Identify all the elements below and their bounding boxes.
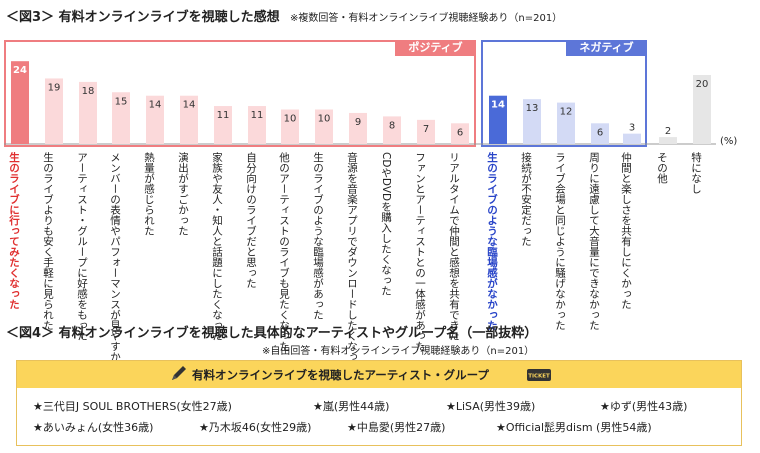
bar-value-label: 19 bbox=[48, 82, 61, 93]
bar bbox=[180, 95, 198, 144]
positive-group-label: ポジティブ bbox=[395, 40, 476, 56]
artist-item: ★あいみょん(女性36歳) bbox=[33, 421, 154, 434]
bar-value-label: 10 bbox=[284, 114, 297, 125]
bar bbox=[281, 109, 299, 144]
bar bbox=[557, 102, 575, 144]
category-label: 生のライブよりも安く手軽に見られた bbox=[42, 152, 54, 331]
category-label: 生のライブのような臨場感があった bbox=[312, 152, 324, 320]
artist-item: ★乃木坂46(女性29歳) bbox=[199, 421, 312, 434]
bar-value-label: 15 bbox=[115, 96, 128, 107]
bar bbox=[417, 119, 435, 144]
fig3-note: ※複数回答・有料オンラインライブ視聴経験あり（n=201） bbox=[290, 13, 563, 24]
pencil-icon bbox=[172, 366, 186, 380]
unit-label: (%) bbox=[720, 136, 738, 147]
artist-panel-title: 有料オンラインライブを視聴したアーティスト・グループ bbox=[192, 368, 489, 382]
bar bbox=[591, 123, 609, 144]
bar-value-label: 10 bbox=[318, 114, 331, 125]
category-label: 特になし bbox=[690, 152, 702, 194]
bar bbox=[79, 81, 97, 144]
category-label: 音源を音楽アプリでダウンロードしたくなった bbox=[346, 152, 358, 373]
category-label: ライブ会場と同じように騒げなかった bbox=[554, 152, 566, 331]
positive-group-box bbox=[4, 40, 476, 147]
bar-value-label: 2 bbox=[665, 126, 671, 137]
bar-value-label: 18 bbox=[82, 86, 95, 97]
bar-value-label: 8 bbox=[389, 120, 395, 131]
category-label: 接続が不安定だった bbox=[520, 152, 532, 247]
artist-item: ★嵐(男性44歳) bbox=[313, 400, 390, 413]
bar-value-label: 11 bbox=[251, 110, 264, 121]
category-label: 熱量が感じられた bbox=[143, 152, 155, 236]
category-label: その他 bbox=[656, 152, 668, 184]
category-label: 周りに遠慮して大音量にできなかった bbox=[588, 152, 600, 331]
bar-value-label: 13 bbox=[526, 103, 539, 114]
bar bbox=[315, 109, 333, 144]
bar bbox=[623, 133, 641, 144]
fig3-title: ＜図3＞ 有料オンラインライブを視聴した感想 bbox=[6, 10, 280, 25]
bar bbox=[383, 116, 401, 144]
bar-value-label: 9 bbox=[355, 117, 361, 128]
bar-value-label: 14 bbox=[149, 100, 162, 111]
bar bbox=[146, 95, 164, 144]
bar bbox=[214, 106, 232, 144]
bar bbox=[349, 112, 367, 144]
artist-panel-header: 有料オンラインライブを視聴したアーティスト・グループ TICKET bbox=[17, 361, 741, 388]
artist-panel: 有料オンラインライブを視聴したアーティスト・グループ TICKET ★三代目J … bbox=[16, 360, 742, 446]
artist-item: ★LiSA(男性39歳) bbox=[446, 400, 536, 413]
category-label: 他のアーティストのライブも見たくなった bbox=[278, 152, 290, 352]
bar-chart: 24 19 18 15 14 14 11 11 10 10 9 8 7 6 14 13 12 6 3 2 20 bbox=[4, 61, 716, 145]
category-label: メンバーの表情やパフォーマンスが見やすかった bbox=[109, 152, 121, 383]
fig4-title: ＜図4＞ 有料オンラインライブを視聴した具体的なアーティストやグループ名（一部抜… bbox=[6, 326, 538, 341]
negative-group-label: ネガティブ bbox=[566, 40, 647, 56]
category-label: 演出がすごかった bbox=[177, 152, 189, 236]
bar-value-label: 24 bbox=[13, 65, 27, 76]
bar bbox=[451, 123, 469, 144]
bar-value-label: 6 bbox=[597, 127, 603, 138]
bar bbox=[523, 99, 541, 144]
bar-value-label: 11 bbox=[217, 110, 230, 121]
bar-value-label: 20 bbox=[696, 79, 709, 90]
ticket-icon: TICKET bbox=[527, 369, 551, 381]
bar-value-label: 3 bbox=[629, 123, 635, 134]
artist-item: ★中島愛(男性27歳) bbox=[347, 421, 446, 434]
bar bbox=[45, 78, 63, 144]
bar-value-label: 7 bbox=[423, 124, 429, 135]
ticket-text: TICKET bbox=[528, 374, 550, 380]
bar-value-label: 6 bbox=[457, 127, 463, 138]
bar-value-label: 14 bbox=[491, 100, 505, 111]
bar bbox=[693, 75, 711, 144]
category-label: 生のライブに行ってみたくなった bbox=[8, 152, 20, 310]
category-label: CDやDVDを購入したくなった bbox=[380, 152, 392, 296]
artist-item: ★三代目J SOUL BROTHERS(女性27歳) bbox=[33, 400, 232, 413]
bar-value-label: 12 bbox=[560, 107, 573, 118]
bar bbox=[659, 137, 677, 144]
bar bbox=[112, 92, 130, 144]
category-label: 家族や友人・知人と話題にしたくなった bbox=[211, 152, 223, 341]
category-label: 生のライブのような臨場感がなかった bbox=[486, 152, 498, 331]
artist-item: ★ゆず(男性43歳) bbox=[600, 400, 688, 413]
bar bbox=[11, 61, 29, 145]
artist-item: ★Official髭男dism (男性54歳) bbox=[496, 421, 652, 434]
bar-value-label: 14 bbox=[183, 100, 196, 111]
category-label: 自分向けのライブだと思った bbox=[245, 152, 257, 289]
category-label: アーティスト・グループに好感をもった bbox=[76, 152, 88, 341]
category-label: 仲間と楽しさを共有しにくかった bbox=[620, 152, 632, 310]
category-label: ファンとアーティストとの一体感があった bbox=[414, 152, 426, 352]
fig4-note: ※自由回答・有料オンラインライブ視聴経験あり（n=201） bbox=[262, 346, 535, 357]
bar bbox=[489, 95, 507, 144]
category-label: リアルタイムで仲間と感想を共有できた bbox=[448, 152, 460, 341]
bar bbox=[248, 106, 266, 144]
negative-group-box bbox=[481, 40, 647, 147]
